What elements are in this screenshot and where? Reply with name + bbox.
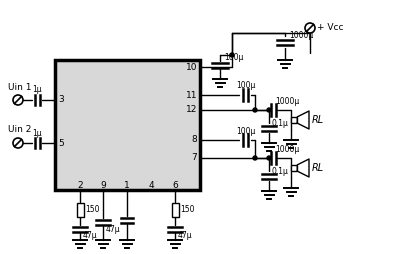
Text: 1: 1 [124,181,130,189]
Text: 0,1µ: 0,1µ [272,119,289,128]
Text: 3: 3 [58,96,64,104]
Text: 2: 2 [77,181,83,189]
Text: 47µ: 47µ [178,231,193,241]
Text: Uin 2: Uin 2 [8,125,31,135]
Text: 6: 6 [172,181,178,189]
Text: 7: 7 [191,153,197,163]
Bar [172,203,178,217]
Circle shape [253,108,257,112]
Text: 150: 150 [180,205,194,214]
Text: 100µ: 100µ [224,53,243,61]
Text: RL: RL [312,115,324,125]
Circle shape [267,108,271,112]
Text: 150: 150 [85,205,100,214]
Text: 47µ: 47µ [83,231,98,241]
Text: 11: 11 [186,90,197,100]
Bar [55,60,200,190]
Bar [291,117,297,123]
Text: 1µ: 1µ [32,86,42,94]
Text: 47µ: 47µ [106,226,121,234]
Text: 1000µ: 1000µ [289,31,313,40]
Text: 4: 4 [148,181,154,189]
Text: 9: 9 [100,181,106,189]
Text: 10: 10 [186,62,198,71]
Bar [291,165,297,171]
Text: 100µ: 100µ [236,82,255,90]
Text: 0,1µ: 0,1µ [272,167,289,176]
Text: 8: 8 [191,135,197,145]
Text: 12: 12 [186,105,197,115]
Text: Uin 1: Uin 1 [8,83,32,91]
Text: + Vcc: + Vcc [317,24,344,33]
Circle shape [267,156,271,160]
Circle shape [230,53,234,57]
Text: 1µ: 1µ [32,129,42,137]
Text: 1000µ: 1000µ [275,145,299,153]
Bar [76,203,84,217]
Text: 1000µ: 1000µ [275,97,299,105]
Text: 100µ: 100µ [236,126,255,135]
Text: 5: 5 [58,138,64,148]
Circle shape [253,156,257,160]
Text: RL: RL [312,163,324,173]
